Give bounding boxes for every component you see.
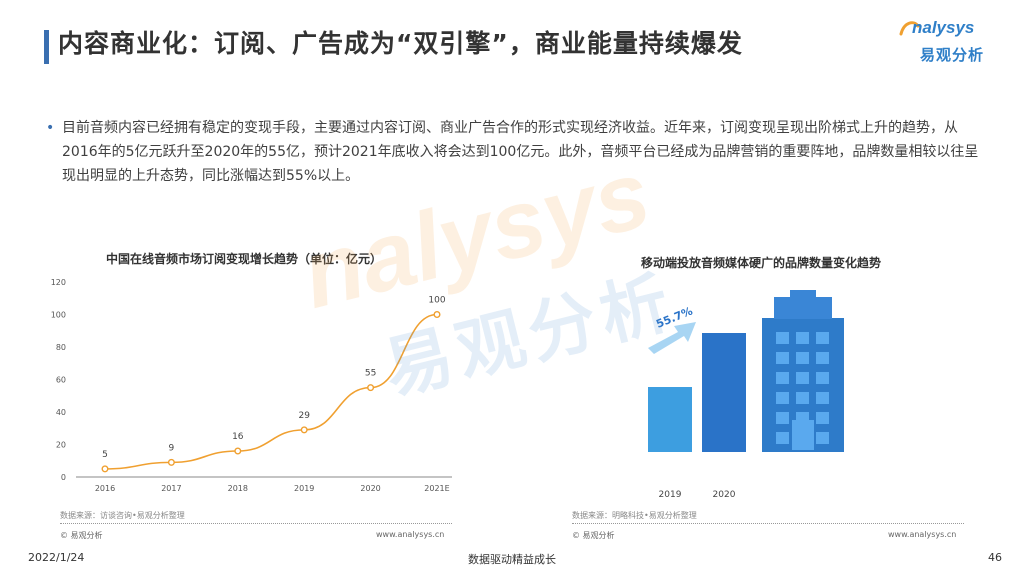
- x-tick-label: 2021E: [424, 484, 449, 493]
- right-chart-site: www.analysys.cn: [888, 530, 957, 539]
- building-top: [774, 297, 832, 319]
- building-window: [796, 352, 809, 364]
- y-tick-label: 20: [56, 441, 66, 450]
- y-tick-label: 0: [61, 473, 66, 482]
- building-window: [796, 372, 809, 384]
- right-chart-copyright: © 易观分析: [572, 531, 615, 540]
- building-window: [796, 392, 809, 404]
- building-window: [816, 392, 829, 404]
- data-label: 29: [298, 411, 310, 421]
- page-number: 46: [988, 551, 1002, 564]
- data-point: [167, 458, 175, 466]
- bar-2019: [648, 387, 692, 452]
- bullet-icon: •: [46, 120, 55, 136]
- building-window: [796, 332, 809, 344]
- series-line: [104, 313, 438, 470]
- data-point: [300, 426, 308, 434]
- building-window: [776, 392, 789, 404]
- building-window: [776, 372, 789, 384]
- data-point: [101, 465, 109, 473]
- subscription-line-chart: 0 20 40 60 80 100 120 2016 2017 2018 2019 2020 2021E…: [51, 278, 452, 493]
- building-roof: [790, 290, 816, 298]
- x-tick-label: 2019: [294, 484, 314, 493]
- data-point: [433, 311, 441, 319]
- x-tick-label: 2020: [360, 484, 380, 493]
- bar-2020: [702, 333, 746, 452]
- building-window: [776, 432, 789, 444]
- logo-swoosh-icon: [899, 21, 920, 36]
- logo-text-cn: 易观分析: [920, 46, 985, 64]
- x-tick-label: 2016: [95, 484, 115, 493]
- building-window: [816, 372, 829, 384]
- data-label: 9: [169, 443, 175, 453]
- building-window: [776, 332, 789, 344]
- x-tick-label: 2018: [228, 484, 248, 493]
- building-window: [816, 332, 829, 344]
- left-chart-divider: [60, 523, 452, 524]
- building-window: [816, 432, 829, 444]
- building-door: [792, 420, 814, 450]
- right-chart-source: 数据来源：明略科技•易观分析整理: [572, 511, 697, 520]
- right-chart-divider: [572, 523, 964, 524]
- left-chart-copyright: © 易观分析: [60, 531, 103, 540]
- y-tick-label: 40: [56, 408, 66, 417]
- left-chart-title: 中国在线音频市场订阅变现增长趋势（单位：亿元）: [106, 252, 383, 266]
- right-chart-title: 移动端投放音频媒体硬广的品牌数量变化趋势: [641, 256, 882, 270]
- growth-arrow-icon: [648, 322, 696, 354]
- data-point: [367, 384, 375, 392]
- building-window: [776, 352, 789, 364]
- footer-date: 2022/1/24: [28, 551, 85, 564]
- summary-paragraph: 目前音频内容已经拥有稳定的变现手段，主要通过内容订阅、商业广告合作的形式实现经济…: [62, 120, 979, 184]
- left-chart-source: 数据来源：访谈咨询•易观分析整理: [60, 511, 185, 520]
- data-point: [234, 447, 242, 455]
- data-label: 55: [365, 369, 376, 379]
- y-tick-label: 60: [56, 376, 66, 385]
- data-label: 5: [102, 450, 108, 460]
- building-window: [816, 412, 829, 424]
- x-tick-label: 2017: [161, 484, 181, 493]
- data-label: 16: [232, 432, 244, 442]
- logo-text-en: nalysys: [912, 18, 975, 37]
- y-tick-label: 120: [51, 278, 66, 287]
- y-tick-label: 100: [51, 311, 66, 320]
- x-tick-label: 2019: [659, 490, 682, 500]
- footer-slogan: 数据驱动精益成长: [468, 553, 556, 566]
- page-title: 内容商业化：订阅、广告成为“双引擎”，商业能量持续爆发: [58, 29, 743, 58]
- building-window: [776, 412, 789, 424]
- title-accent-bar: [44, 30, 49, 64]
- building-window: [816, 352, 829, 364]
- brand-count-bar-chart: 55.7%2019 2020: [648, 290, 844, 500]
- data-label: 100: [428, 296, 445, 306]
- x-tick-label: 2020: [713, 490, 736, 500]
- left-chart-site: www.analysys.cn: [376, 530, 445, 539]
- y-tick-label: 80: [56, 343, 66, 352]
- analysys-logo: nalysys 易观分析: [898, 14, 1008, 70]
